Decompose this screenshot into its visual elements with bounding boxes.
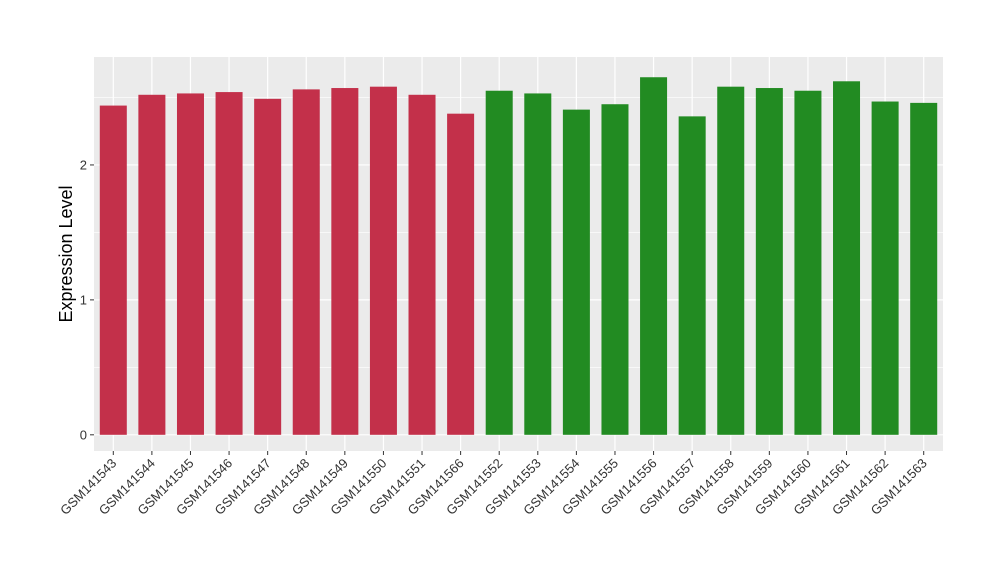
bar: [678, 116, 706, 435]
bar: [562, 109, 590, 435]
bar: [292, 89, 320, 435]
y-tick-label: 1: [80, 292, 87, 307]
bar: [910, 102, 938, 435]
bar: [871, 101, 899, 435]
y-axis: 0 1 2: [80, 157, 94, 442]
bar: [755, 88, 783, 435]
bar: [99, 105, 127, 435]
bar: [176, 93, 204, 435]
bar: [331, 88, 359, 435]
bar: [640, 77, 668, 435]
bar: [524, 93, 552, 435]
bar: [717, 86, 745, 435]
bar: [794, 90, 822, 435]
bars: [99, 77, 938, 435]
bar: [369, 86, 397, 435]
x-axis: GSM141543GSM141544GSM141545GSM141546GSM1…: [57, 451, 930, 518]
y-tick-label: 2: [80, 157, 87, 172]
y-tick-label: 0: [80, 427, 87, 442]
bar: [601, 104, 629, 435]
bar: [447, 113, 475, 435]
bar: [833, 81, 861, 435]
y-axis-title: Expression Level: [56, 185, 76, 322]
bar: [485, 90, 513, 435]
bar: [138, 94, 166, 435]
bar: [215, 92, 243, 435]
bar: [408, 94, 436, 435]
bar: [254, 98, 282, 435]
